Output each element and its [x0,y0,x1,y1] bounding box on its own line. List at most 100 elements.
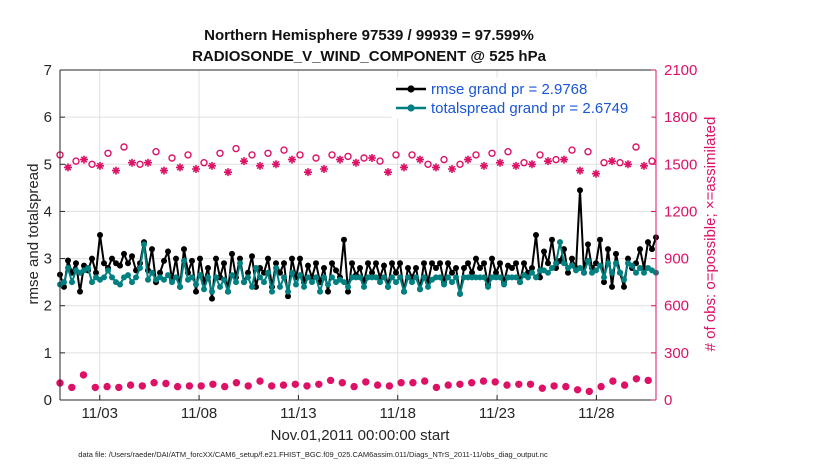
y-tick-label-right: 0 [664,392,672,409]
series-point-0 [429,260,435,267]
obs-possible-point [376,157,384,165]
obs-assimilated-point [192,165,200,173]
obs-possible-point [568,146,576,154]
obs-possible-low-point [444,381,452,389]
obs-assimilated-point [384,168,392,177]
obs-possible-point [200,158,208,167]
obs-possible-low-point [585,387,593,396]
obs-possible-point [600,158,608,167]
obs-possible-low-point [620,381,629,389]
obs-possible-low-point [479,377,488,385]
series-point-0 [193,288,199,295]
series-point-0 [329,260,335,267]
obs-possible-point [280,146,288,154]
series-point-0 [405,265,411,271]
obs-possible-point [520,158,528,167]
obs-assimilated-point [336,155,344,164]
series-point-0 [465,260,471,267]
series-point-0 [625,255,631,262]
series-point-1 [633,269,639,276]
series-point-1 [225,288,231,295]
obs-possible-low-point [515,380,523,388]
obs-possible-low-point [68,383,76,392]
obs-possible-low-point [279,381,288,389]
series-point-1 [517,279,523,286]
obs-possible-point [152,147,160,156]
series-point-1 [581,269,587,276]
obs-assimilated-point [576,166,584,175]
series-point-1 [405,274,411,281]
series-point-0 [121,250,127,257]
series-point-1 [345,283,351,290]
obs-possible-point [408,151,416,159]
footer-datafile: data file: /Users/raeder/DAI/ATM_forcXX/… [78,450,548,459]
obs-possible-low-point [256,377,264,385]
series-point-1 [189,274,195,281]
obs-possible-low-point [232,379,241,387]
obs-possible-low-point [468,379,476,387]
obs-possible-point [328,151,336,159]
chart-title: Northern Hemisphere 97539 / 99939 = 97.5… [204,27,534,44]
series-point-1 [601,274,607,281]
obs-possible-low-point [162,379,170,388]
obs-possible-low-point [303,382,311,390]
series-point-1 [165,272,171,279]
series-point-1 [385,283,391,290]
series-point-0 [209,295,215,302]
series-point-1 [285,288,291,295]
series-point-0 [89,255,95,262]
series-point-0 [477,265,483,271]
series-point-1 [637,265,643,271]
series-point-0 [313,260,319,267]
series-point-0 [473,255,479,262]
obs-possible-low-point [409,379,417,387]
series-point-1 [301,283,307,290]
obs-possible-low-point [550,382,558,390]
series-point-0 [497,260,503,267]
series-point-0 [349,260,355,267]
obs-possible-point [504,147,512,156]
series-point-1 [597,262,603,269]
obs-possible-point [72,157,80,165]
series-point-1 [445,274,451,281]
series-point-0 [117,262,123,269]
series-point-0 [341,236,347,243]
series-point-0 [613,250,619,257]
series-point-0 [549,236,555,243]
x-tick-label: 11/08 [181,405,217,422]
series-point-0 [237,255,243,262]
plot-area [56,143,659,396]
series-point-1 [305,274,311,281]
series-point-0 [397,260,403,267]
series-point-0 [93,269,99,276]
series-point-0 [297,255,303,262]
series-point-1 [69,279,75,286]
series-point-0 [221,260,227,267]
obs-possible-point [120,143,128,151]
series-point-1 [65,265,71,271]
obs-possible-point [488,149,496,158]
series-point-0 [197,255,203,262]
series-point-1 [401,288,407,295]
series-point-1 [617,269,623,276]
obs-possible-point [248,151,256,159]
series-point-0 [181,246,187,253]
obs-assimilated-point [80,155,88,164]
series-point-1 [61,279,67,286]
obs-possible-low-point [150,379,158,387]
series-point-0 [189,257,195,264]
series-point-1 [173,274,179,281]
obs-possible-low-point [244,382,252,390]
series-point-0 [381,262,387,269]
obs-possible-low-point [350,382,358,391]
series-point-1 [253,265,259,271]
series-point-0 [157,269,163,276]
series-point-1 [265,269,271,276]
series-point-0 [289,255,295,262]
series-point-0 [597,236,603,243]
obs-possible-low-point [644,376,652,385]
series-point-1 [161,276,167,283]
series-point-1 [641,269,647,276]
obs-possible-low-point [397,379,405,387]
